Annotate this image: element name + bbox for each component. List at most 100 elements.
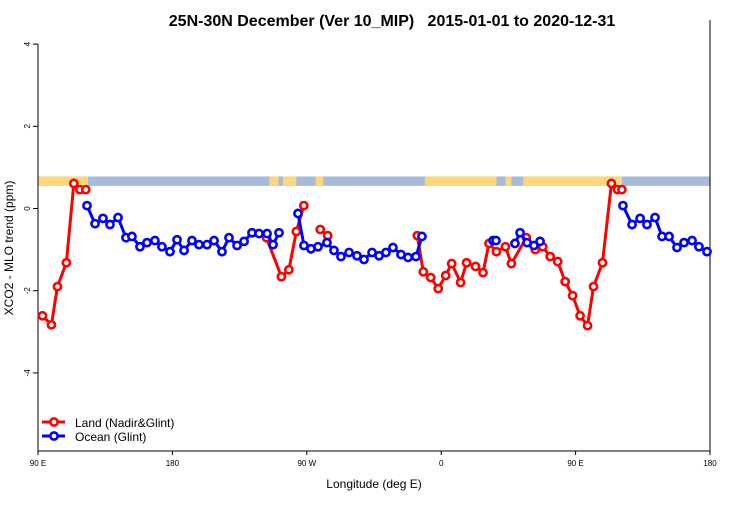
data-point [687, 235, 697, 246]
data-point [455, 277, 466, 288]
y-tick-label: 0 [23, 206, 32, 211]
data-point [461, 257, 472, 268]
data-point [702, 246, 712, 257]
data-point [46, 319, 57, 330]
data-point [336, 251, 346, 262]
data-point [232, 240, 242, 251]
data-point [37, 310, 48, 321]
data-point [635, 213, 646, 224]
land-band [424, 176, 497, 186]
y-tick-label: -4 [23, 369, 32, 377]
data-point [322, 237, 332, 248]
data-point [135, 241, 145, 252]
data-point [552, 256, 563, 267]
data-point [597, 257, 608, 268]
data-point [165, 246, 175, 257]
data-point [127, 231, 137, 242]
x-tick-label: 180 [703, 459, 717, 468]
x-axis-label: Longitude (deg E) [326, 477, 421, 491]
data-point [545, 251, 556, 262]
data-point [491, 246, 502, 257]
y-tick-label: 2 [23, 124, 32, 129]
data-point [274, 227, 284, 238]
y-tick-label: -2 [23, 287, 32, 295]
data-point [470, 261, 481, 272]
data-point [224, 232, 234, 243]
data-point [567, 290, 578, 301]
data-point [679, 237, 689, 248]
legend-ocean-label: Ocean (Glint) [75, 430, 146, 444]
data-point [283, 264, 294, 275]
data-point [68, 178, 79, 189]
series-ocean [82, 200, 712, 265]
data-point [315, 224, 326, 235]
data-point [491, 235, 501, 246]
data-point [209, 235, 219, 246]
data-point [90, 218, 100, 229]
y-axis-label: XCO2 - MLO trend (ppm) [2, 181, 16, 316]
data-point [560, 276, 571, 287]
data-point [440, 270, 451, 281]
data-point [664, 231, 674, 242]
legend-land-marker [49, 417, 59, 427]
data-point [535, 236, 545, 247]
data-point [506, 258, 517, 269]
land-band [315, 176, 324, 186]
data-point [194, 239, 204, 250]
data-point [627, 219, 637, 230]
data-point [291, 226, 302, 237]
x-tick-label: 180 [166, 459, 180, 468]
x-tick-label: 90 E [567, 459, 583, 468]
data-point [606, 178, 617, 189]
legend: Land (Nadir&Glint) Ocean (Glint) [42, 416, 174, 444]
data-point [268, 239, 278, 250]
data-point [142, 237, 152, 248]
data-point [359, 254, 369, 265]
series-line [41, 181, 86, 327]
data-point [239, 236, 249, 247]
data-point [478, 267, 488, 278]
data-point [515, 227, 525, 238]
data-point [344, 247, 354, 258]
chart-title: 25N-30N December (Ver 10_MIP) 2015-01-01… [169, 13, 616, 30]
data-point [588, 281, 599, 292]
data-point [446, 258, 457, 269]
data-point [510, 238, 520, 249]
data-point [98, 213, 108, 224]
data-point [80, 184, 91, 195]
land-band [505, 176, 512, 186]
land-ocean-mask [38, 176, 710, 186]
x-tick-label: 90 W [297, 459, 316, 468]
data-point [418, 266, 429, 277]
series-land [37, 178, 627, 331]
data-point [582, 320, 593, 331]
ocean-band [38, 176, 710, 186]
axes: 4 2 0 -2 -4 90 E 180 90 W 0 90 E 180 [23, 20, 717, 468]
data-point [500, 241, 511, 252]
data-point [254, 228, 264, 239]
data-point [329, 245, 339, 256]
data-point [616, 184, 627, 195]
data-point [417, 231, 427, 242]
data-point [157, 241, 167, 252]
legend-ocean-marker [49, 431, 59, 441]
x-tick-label: 90 E [30, 459, 46, 468]
data-point [642, 219, 652, 230]
land-band [282, 176, 297, 186]
data-point [650, 212, 660, 223]
data-point [105, 219, 115, 230]
data-point [293, 208, 303, 219]
legend-land-label: Land (Nadir&Glint) [75, 416, 174, 430]
data-point [403, 252, 413, 263]
data-point [433, 283, 444, 294]
land-band [38, 176, 89, 186]
land-band [269, 176, 279, 186]
data-point [313, 241, 323, 252]
data-point [187, 235, 197, 246]
data-point [82, 200, 92, 211]
data-point [298, 200, 309, 211]
data-point [381, 247, 391, 258]
series-layer [37, 178, 712, 331]
data-point [672, 242, 682, 253]
